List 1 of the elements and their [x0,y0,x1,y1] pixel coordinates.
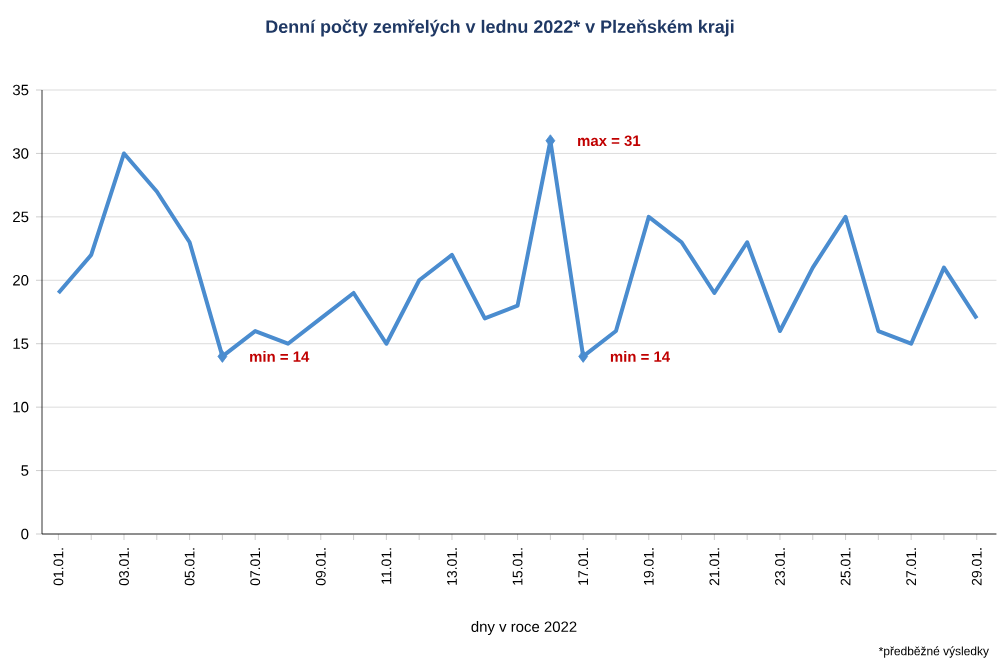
chart-title: Denní počty zemřelých v lednu 2022* v Plzeňském kraji [266,19,734,37]
